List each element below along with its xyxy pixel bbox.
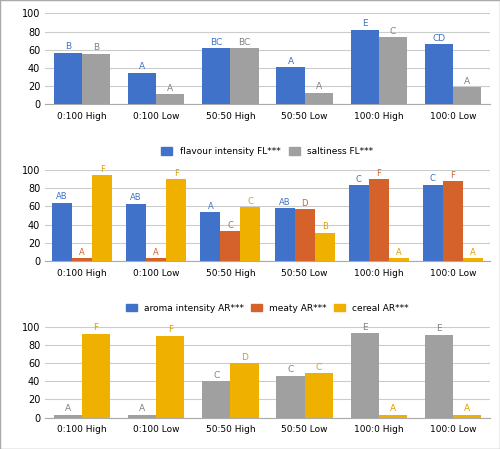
Bar xyxy=(240,207,260,261)
Legend: flavour intensity FL***, saltiness FL***: flavour intensity FL***, saltiness FL*** xyxy=(158,144,377,160)
Text: C: C xyxy=(213,371,220,380)
Bar xyxy=(314,233,334,261)
Text: A: A xyxy=(390,405,396,414)
Bar xyxy=(92,176,112,261)
Text: F: F xyxy=(100,165,104,174)
Bar xyxy=(156,94,184,105)
Text: A: A xyxy=(168,84,173,93)
Bar xyxy=(166,179,186,261)
Text: A: A xyxy=(139,62,145,71)
Bar xyxy=(200,212,220,261)
Bar xyxy=(350,30,379,105)
Bar xyxy=(82,334,110,418)
Text: A: A xyxy=(79,248,85,257)
Bar xyxy=(126,204,146,261)
Text: A: A xyxy=(396,248,402,257)
Text: A: A xyxy=(154,248,159,257)
Text: E: E xyxy=(362,322,368,331)
Text: B: B xyxy=(65,42,71,51)
Text: F: F xyxy=(376,169,381,178)
Bar xyxy=(304,92,333,105)
Text: C: C xyxy=(288,365,294,374)
Bar xyxy=(379,37,407,105)
Bar xyxy=(276,67,304,105)
Bar xyxy=(230,48,258,105)
Text: BC: BC xyxy=(238,38,250,47)
Text: C: C xyxy=(228,220,234,229)
Text: C: C xyxy=(248,197,254,206)
Text: A: A xyxy=(288,57,294,66)
Bar xyxy=(54,415,82,418)
Text: AB: AB xyxy=(56,193,68,202)
Bar xyxy=(424,335,453,418)
Text: CD: CD xyxy=(432,34,446,43)
Bar xyxy=(220,231,240,261)
Text: C: C xyxy=(316,363,322,372)
Text: AB: AB xyxy=(130,194,142,202)
Bar xyxy=(389,258,409,261)
Text: A: A xyxy=(464,405,470,414)
Text: F: F xyxy=(94,323,98,332)
Bar xyxy=(146,258,167,261)
Text: A: A xyxy=(316,82,322,91)
Text: B: B xyxy=(322,222,328,231)
Text: A: A xyxy=(470,248,476,257)
Text: C: C xyxy=(390,27,396,36)
Bar xyxy=(453,415,481,418)
Text: E: E xyxy=(362,19,368,28)
Bar xyxy=(54,53,82,105)
Text: AB: AB xyxy=(278,198,290,207)
Bar xyxy=(72,258,92,261)
Bar xyxy=(424,44,453,105)
Bar xyxy=(379,415,407,418)
Bar xyxy=(463,258,483,261)
Text: C: C xyxy=(430,174,436,183)
Bar xyxy=(304,373,333,418)
Bar xyxy=(128,415,156,418)
Bar xyxy=(230,363,258,418)
Bar xyxy=(294,209,314,261)
Bar xyxy=(368,179,389,261)
Text: F: F xyxy=(450,171,456,180)
Text: F: F xyxy=(174,169,178,178)
Bar xyxy=(443,181,463,261)
Bar xyxy=(453,87,481,105)
Text: F: F xyxy=(168,325,173,335)
Text: BC: BC xyxy=(210,38,222,47)
Text: C: C xyxy=(356,175,362,184)
Bar xyxy=(350,333,379,418)
Bar xyxy=(423,185,443,261)
Bar xyxy=(82,53,110,105)
Bar xyxy=(276,376,304,418)
Text: A: A xyxy=(139,405,145,414)
Text: A: A xyxy=(65,405,71,414)
Text: B: B xyxy=(93,43,99,52)
Bar xyxy=(202,48,230,105)
Bar xyxy=(274,208,294,261)
Bar xyxy=(348,185,368,261)
Legend: aroma intensity AR***, meaty AR***, cereal AR***: aroma intensity AR***, meaty AR***, cere… xyxy=(122,300,412,317)
Text: D: D xyxy=(302,199,308,208)
Bar xyxy=(202,381,230,418)
Bar xyxy=(128,73,156,105)
Bar xyxy=(156,336,184,418)
Text: E: E xyxy=(436,324,442,333)
Text: D: D xyxy=(241,352,248,361)
Text: A: A xyxy=(464,77,470,86)
Text: A: A xyxy=(208,202,214,211)
Bar xyxy=(52,203,72,261)
